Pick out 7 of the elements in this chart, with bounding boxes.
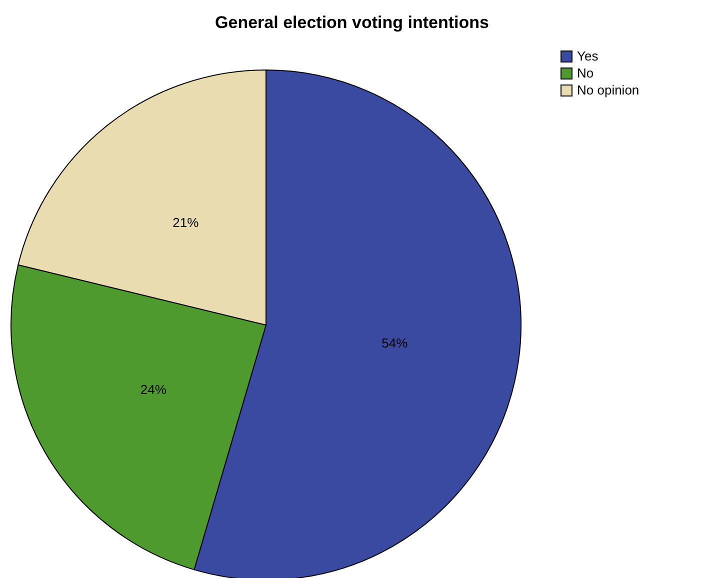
chart-title: General election voting intentions [215, 13, 489, 32]
data-label: 54% [382, 336, 408, 350]
legend-label: Yes [577, 48, 599, 64]
data-label: 24% [140, 382, 167, 397]
legend-label: No [577, 66, 594, 80]
legend-label: No opinion [577, 82, 640, 98]
data-label: 21% [172, 214, 200, 230]
